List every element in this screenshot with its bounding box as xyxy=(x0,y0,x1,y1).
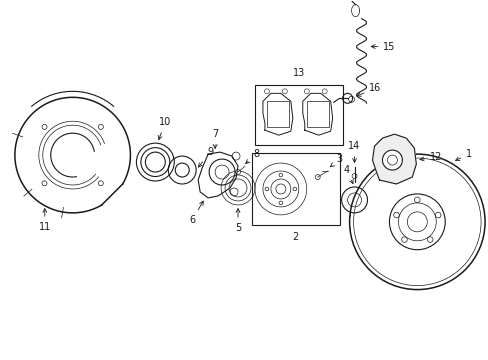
Text: 12: 12 xyxy=(419,152,442,162)
Text: 1: 1 xyxy=(455,149,471,161)
Circle shape xyxy=(382,150,402,170)
Text: 11: 11 xyxy=(39,208,51,232)
Text: 5: 5 xyxy=(234,208,241,233)
Bar xyxy=(251,153,339,225)
Text: 15: 15 xyxy=(370,41,395,51)
Polygon shape xyxy=(372,134,415,184)
Text: 8: 8 xyxy=(245,149,259,163)
Text: 13: 13 xyxy=(292,68,305,78)
Circle shape xyxy=(315,175,320,180)
Text: 6: 6 xyxy=(189,201,203,225)
Text: 16: 16 xyxy=(356,84,381,96)
Text: 2: 2 xyxy=(292,232,298,242)
Circle shape xyxy=(235,170,240,175)
Text: 10: 10 xyxy=(158,117,171,140)
Bar xyxy=(266,101,288,127)
Text: 14: 14 xyxy=(348,141,360,162)
Text: 3: 3 xyxy=(330,154,342,167)
Text: 4: 4 xyxy=(343,165,352,184)
Bar xyxy=(306,101,328,127)
Text: 7: 7 xyxy=(212,129,218,148)
Text: 9: 9 xyxy=(198,147,213,167)
Bar xyxy=(254,85,342,145)
Circle shape xyxy=(351,174,356,179)
